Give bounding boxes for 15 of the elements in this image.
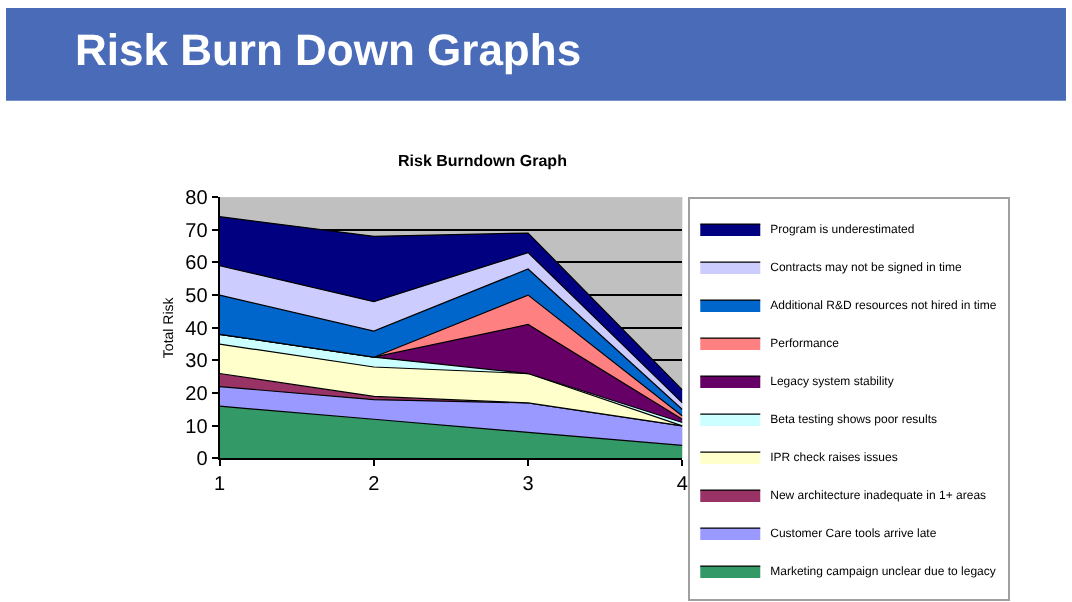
chart-subtitle: Risk Burndown Graph [398, 152, 568, 170]
y-tick-label: 0 [196, 449, 209, 472]
chart-title: Risk Burn Down Graphs [75, 25, 582, 76]
y-tick-label: 80 [185, 188, 209, 211]
y-tick-label: 10 [185, 416, 209, 439]
x-tick-label: 3 [522, 474, 535, 497]
x-tick-label: 4 [676, 474, 689, 497]
y-tick-label: 70 [185, 220, 209, 243]
x-tick-label: 1 [214, 474, 227, 497]
y-tick-label: 30 [185, 351, 209, 374]
y-tick-label: 50 [185, 286, 209, 309]
y-tick-label: 40 [185, 318, 209, 341]
y-tick-label: 60 [185, 253, 209, 276]
y-tick-label: 20 [185, 384, 209, 407]
x-tick-label: 2 [368, 474, 381, 497]
